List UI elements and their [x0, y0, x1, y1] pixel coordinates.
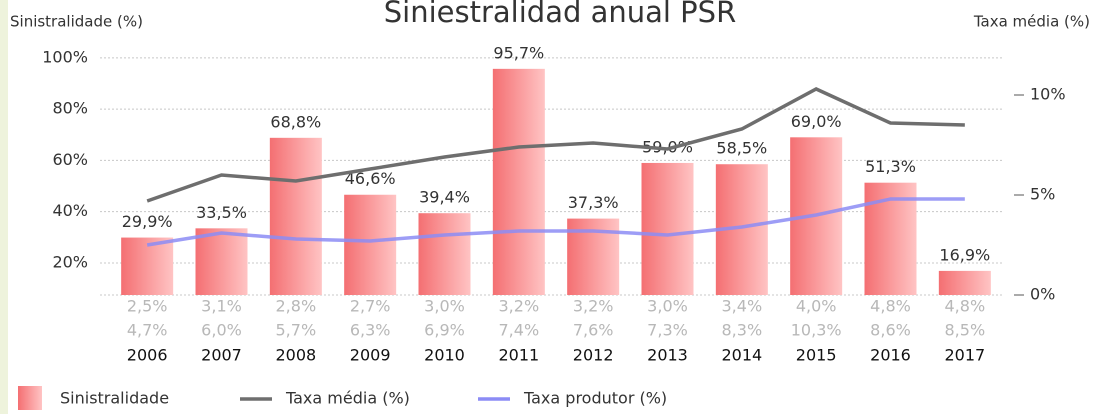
line-value-label: 3,0% [647, 297, 688, 316]
line-value-label: 3,2% [573, 297, 614, 316]
line-value-label: 10,3% [791, 321, 842, 340]
x-tick-label: 2014 [721, 346, 762, 365]
line-series [146, 197, 965, 247]
bar-value-label: 69,0% [791, 112, 842, 131]
bar [269, 137, 322, 295]
bar-value-label: 33,5% [196, 203, 247, 222]
line-value-label: 6,9% [424, 321, 465, 340]
legend-swatch [18, 386, 42, 410]
legend-label: Taxa média (%) [285, 389, 410, 408]
bar [344, 194, 397, 295]
y-tick-label: 20% [52, 252, 88, 271]
line-value-label: 8,5% [945, 321, 986, 340]
bar-value-label: 95,7% [493, 43, 544, 62]
line-value-label: 2,5% [127, 297, 168, 316]
line-value-label: 3,1% [201, 297, 242, 316]
y-tick-label: 100% [42, 47, 88, 66]
bar [641, 162, 694, 295]
line-value-label: 3,4% [722, 297, 763, 316]
x-tick-label: 2011 [498, 346, 539, 365]
side-strip [0, 0, 8, 414]
x-tick-label: 2016 [870, 346, 911, 365]
x-tick-label: 2017 [944, 346, 985, 365]
x-tick-label: 2013 [647, 346, 688, 365]
line-value-label: 2,8% [276, 297, 317, 316]
y-axis-label: Sinistralidade (%) [10, 13, 143, 31]
legend-label: Sinistralidade [60, 389, 169, 408]
chart-title: Siniestralidad anual PSR [384, 0, 736, 29]
bar-value-label: 46,6% [345, 169, 396, 188]
y2-tick-label: 10% [1030, 85, 1066, 104]
bar-value-label: 39,4% [419, 188, 470, 207]
line-value-label: 4,8% [870, 297, 911, 316]
x-tick-label: 2007 [201, 346, 242, 365]
y-tick-label: 60% [52, 150, 88, 169]
bar-value-label: 29,9% [122, 212, 173, 231]
y2-axis-label: Taxa média (%) [973, 13, 1090, 31]
x-tick-label: 2015 [796, 346, 837, 365]
bar [121, 237, 174, 295]
y2-tick-label: 0% [1030, 285, 1055, 304]
bar [938, 270, 991, 295]
y-tick-label: 80% [52, 99, 88, 118]
bar [492, 68, 545, 295]
line-value-label: 4,8% [945, 297, 986, 316]
bar-value-label: 37,3% [568, 193, 619, 212]
line-value-label: 7,3% [647, 321, 688, 340]
bar [418, 213, 471, 295]
line-value-label: 3,2% [499, 297, 540, 316]
bar [195, 228, 248, 295]
line-value-label: 4,0% [796, 297, 837, 316]
line-value-label: 6,3% [350, 321, 391, 340]
line-value-label: 4,7% [127, 321, 168, 340]
y-tick-label: 40% [52, 201, 88, 220]
line-value-label: 7,6% [573, 321, 614, 340]
line-value-label: 5,7% [276, 321, 317, 340]
x-tick-label: 2008 [275, 346, 316, 365]
x-tick-label: 2012 [573, 346, 614, 365]
y2-tick-label: 5% [1030, 185, 1055, 204]
line-value-label: 3,0% [424, 297, 465, 316]
x-tick-label: 2006 [127, 346, 168, 365]
x-tick-label: 2010 [424, 346, 465, 365]
line-value-label: 8,6% [870, 321, 911, 340]
bar-value-label: 58,5% [716, 139, 767, 158]
bar-value-label: 59,0% [642, 137, 693, 156]
bar-value-label: 68,8% [270, 112, 321, 131]
line-value-label: 7,4% [499, 321, 540, 340]
line-value-label: 8,3% [722, 321, 763, 340]
legend-label: Taxa produtor (%) [523, 389, 667, 408]
bar-value-label: 51,3% [865, 157, 916, 176]
x-tick-label: 2009 [350, 346, 391, 365]
line-value-label: 6,0% [201, 321, 242, 340]
line-value-label: 2,7% [350, 297, 391, 316]
bar-value-label: 16,9% [939, 245, 990, 264]
line-series [146, 87, 965, 203]
